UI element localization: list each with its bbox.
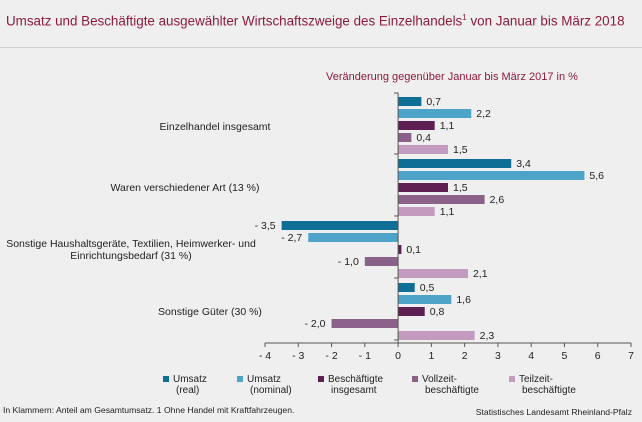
x-tick-label: - 2	[325, 350, 337, 362]
category-label: Sonstige Güter (30 %)	[158, 306, 262, 318]
category-label: Waren verschiedener Art (13 %)	[110, 182, 260, 194]
legend-label: Umsatz (nominal)	[247, 374, 292, 396]
x-tick-label: 0	[395, 350, 401, 362]
bar	[398, 269, 468, 278]
bar-value-label: 1,1	[440, 120, 455, 132]
bar-value-label: 0,7	[426, 96, 441, 108]
legend-label-line: insgesamt	[331, 385, 377, 396]
bar-value-label: 1,5	[453, 182, 468, 194]
legend-label-line: Teilzeit-	[519, 374, 553, 385]
x-tick-label: 3	[495, 350, 501, 362]
bar-value-label: 1,6	[456, 294, 471, 306]
legend-label-line: (nominal)	[250, 385, 292, 396]
bar-value-label: 5,6	[589, 170, 604, 182]
bar	[398, 171, 585, 180]
legend-label-line: Umsatz	[247, 374, 281, 385]
legend-label-line: Umsatz	[173, 374, 207, 385]
bar-value-label: 2,6	[490, 194, 505, 206]
bar	[398, 283, 415, 292]
x-tick-label: 1	[428, 350, 434, 362]
bar	[398, 295, 452, 304]
category-label: Sonstige Haushaltsgeräte, Textilien, Hei…	[6, 238, 256, 262]
bar	[398, 245, 402, 254]
source-note: Statistisches Landesamt Rheinland-Pfalz	[475, 407, 632, 417]
title-footnote-mark: 1	[462, 13, 467, 22]
bar-value-label: 0,4	[416, 132, 431, 144]
bar	[398, 145, 448, 154]
bar-value-label: - 2,0	[305, 318, 326, 330]
x-tick-label: 5	[562, 350, 568, 362]
bar	[398, 121, 435, 130]
bar	[398, 133, 412, 142]
bar	[281, 221, 399, 230]
legend-swatch	[318, 376, 324, 382]
bar	[398, 307, 425, 316]
legend-swatch	[163, 376, 169, 382]
bar	[308, 233, 399, 242]
bar	[364, 257, 399, 266]
bar	[398, 97, 422, 106]
chart-subtitle: Veränderung gegenüber Januar bis März 20…	[326, 71, 578, 83]
legend-swatch	[412, 376, 418, 382]
bar-value-label: 2,1	[473, 268, 488, 280]
x-tick-label: - 1	[359, 350, 371, 362]
x-tick-label: - 3	[292, 350, 304, 362]
x-tick-label: 2	[462, 350, 468, 362]
bar-value-label: 1,1	[440, 206, 455, 218]
bar-value-label: 1,5	[453, 144, 468, 156]
category-label: Einzelhandel insgesamt	[159, 121, 271, 133]
bar-value-label: 2,3	[480, 330, 495, 342]
chart-title: Umsatz und Beschäftigte ausgewählter Wir…	[6, 13, 625, 29]
bar-value-label: 2,2	[476, 108, 491, 120]
bar-value-label: 0,8	[430, 306, 445, 318]
bar	[398, 183, 448, 192]
legend-label-line: beschäftigte	[522, 385, 576, 396]
bar	[398, 109, 472, 118]
title-divider	[0, 47, 642, 48]
legend-label-line: (real)	[176, 385, 200, 396]
bar-value-label: - 3,5	[255, 220, 276, 232]
bar	[398, 331, 475, 340]
legend-label: Umsatz (real)	[173, 374, 207, 396]
bar-value-label: 3,4	[516, 158, 531, 170]
bar	[398, 159, 512, 168]
legend-swatch	[509, 376, 515, 382]
footnote: In Klammern: Anteil am Gesamtumsatz. 1 O…	[3, 405, 295, 415]
x-tick-label: 4	[528, 350, 534, 362]
legend-label: Teilzeit-beschäftigte	[519, 374, 576, 396]
legend-label-line: beschäftigte	[425, 385, 479, 396]
bar	[398, 195, 485, 204]
bar-value-label: - 1,0	[338, 256, 359, 268]
x-tick-label: - 4	[259, 350, 271, 362]
bar-value-label: 0,5	[420, 282, 435, 294]
bar-chart: 0,7 2,2 1,1 0,4 1,5 3,4 5,6 1,5 2,6 1,1 - 3,5 - 2,7…	[255, 92, 634, 362]
bar-value-label: - 2,7	[281, 232, 302, 244]
legend-label: Vollzeit-beschäftigte	[422, 374, 479, 396]
bar	[331, 319, 399, 328]
x-tick-label: 6	[595, 350, 601, 362]
legend-label: Beschäftigte insgesamt	[328, 374, 383, 396]
x-tick-label: 7	[628, 350, 634, 362]
legend-label-line: Vollzeit-	[422, 374, 458, 385]
chart-legend: Umsatz (real) Umsatz (nominal) Beschäftigte i…	[0, 374, 642, 398]
legend-swatch	[237, 376, 243, 382]
legend-label-line: Beschäftigte	[328, 374, 384, 385]
bar	[398, 207, 435, 216]
bar-value-label: 0,1	[406, 244, 421, 256]
